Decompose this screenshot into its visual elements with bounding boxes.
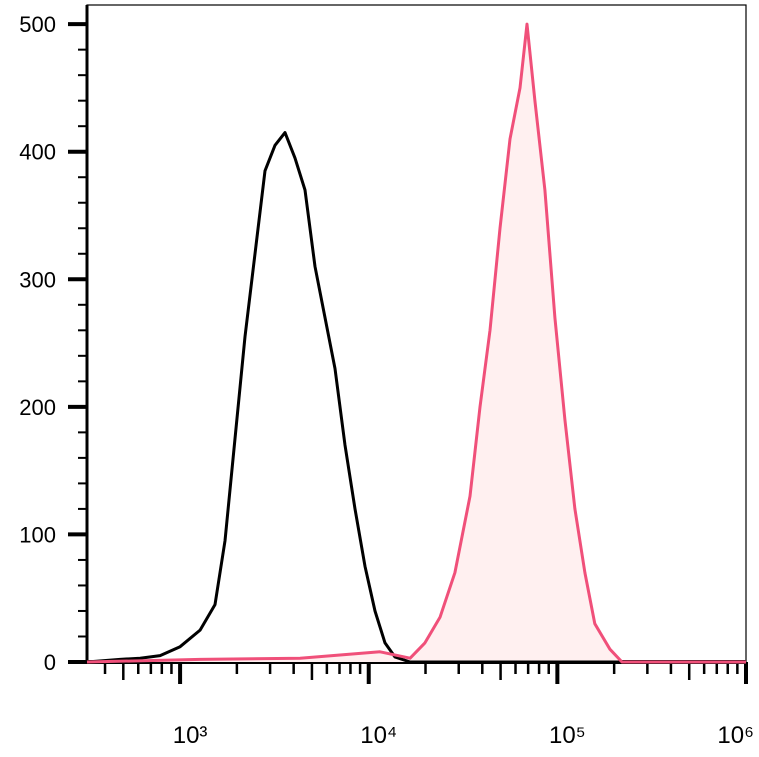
x-tick-label: 10³ [173,722,208,749]
y-tick-label: 400 [19,140,56,165]
series-line [86,131,746,664]
x-tick-label: 10⁶ [717,722,754,749]
y-tick-label: 100 [19,522,56,547]
x-tick-label: 10⁵ [549,722,586,749]
y-tick-label: 0 [44,650,56,675]
plot-frame [86,4,747,663]
y-tick-label: 500 [19,12,56,37]
series-area [87,24,746,663]
y-tick-label: 200 [19,395,56,420]
series-line [86,22,746,664]
x-tick-label: 10⁴ [360,722,397,749]
y-tick-label: 300 [19,267,56,292]
